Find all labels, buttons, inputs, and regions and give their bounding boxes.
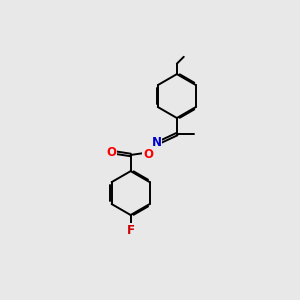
Text: N: N	[152, 136, 161, 149]
Text: O: O	[143, 148, 153, 160]
Text: O: O	[106, 146, 116, 159]
Text: F: F	[127, 224, 135, 236]
